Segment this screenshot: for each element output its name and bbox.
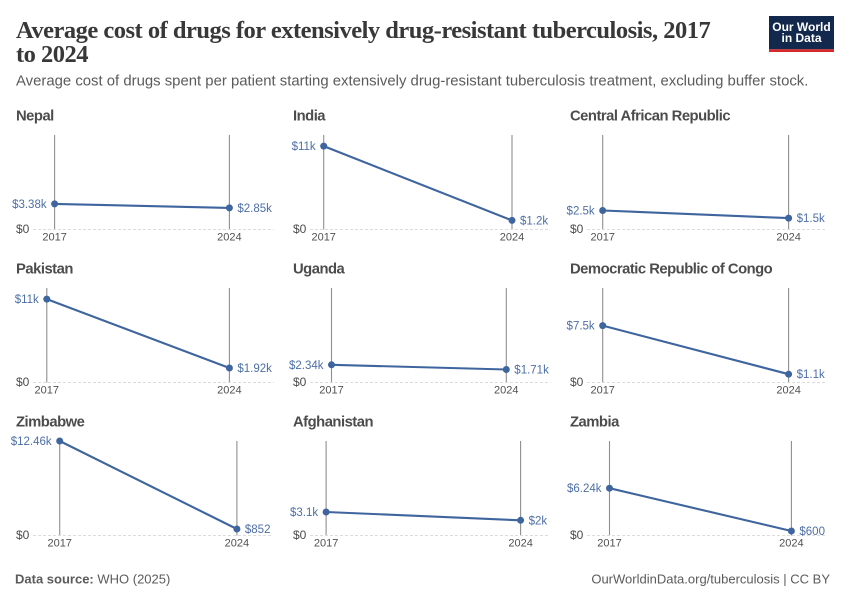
svg-text:2017: 2017 bbox=[590, 385, 614, 397]
svg-text:Our World: Our World bbox=[772, 20, 830, 34]
svg-text:$0: $0 bbox=[16, 528, 30, 542]
svg-text:$0: $0 bbox=[570, 528, 584, 542]
svg-text:in Data: in Data bbox=[781, 31, 821, 45]
svg-text:2017: 2017 bbox=[597, 538, 621, 550]
svg-text:Uganda: Uganda bbox=[293, 262, 346, 278]
svg-text:2024: 2024 bbox=[494, 385, 518, 397]
svg-text:$1.92k: $1.92k bbox=[237, 363, 272, 375]
svg-text:$0: $0 bbox=[570, 375, 584, 389]
svg-text:Data source: WHO (2025): Data source: WHO (2025) bbox=[15, 571, 170, 586]
svg-text:Average cost of drugs for exte: Average cost of drugs for extensively dr… bbox=[16, 17, 710, 44]
svg-text:$1.1k: $1.1k bbox=[797, 369, 825, 381]
svg-text:2024: 2024 bbox=[776, 385, 800, 397]
svg-text:2017: 2017 bbox=[42, 232, 66, 244]
svg-text:$0: $0 bbox=[16, 222, 30, 236]
svg-text:2024: 2024 bbox=[779, 538, 803, 550]
svg-text:$6.24k: $6.24k bbox=[567, 483, 602, 495]
svg-text:$2k: $2k bbox=[529, 515, 548, 527]
svg-text:$852: $852 bbox=[245, 524, 271, 536]
svg-text:$0: $0 bbox=[293, 222, 307, 236]
svg-text:2024: 2024 bbox=[217, 232, 241, 244]
svg-text:$0: $0 bbox=[16, 375, 30, 389]
svg-text:2017: 2017 bbox=[35, 385, 59, 397]
svg-text:2017: 2017 bbox=[311, 232, 335, 244]
svg-text:$7.5k: $7.5k bbox=[567, 321, 595, 333]
svg-text:2024: 2024 bbox=[217, 385, 241, 397]
svg-text:$2.85k: $2.85k bbox=[237, 203, 272, 215]
svg-text:$0: $0 bbox=[570, 222, 584, 236]
svg-text:2024: 2024 bbox=[500, 232, 524, 244]
svg-text:$0: $0 bbox=[293, 375, 307, 389]
svg-text:Afghanistan: Afghanistan bbox=[293, 415, 373, 431]
svg-text:2017: 2017 bbox=[319, 385, 343, 397]
svg-text:$0: $0 bbox=[293, 528, 307, 542]
svg-text:Pakistan: Pakistan bbox=[16, 262, 73, 278]
svg-text:$2.5k: $2.5k bbox=[567, 206, 595, 218]
svg-text:Average cost of drugs spent pe: Average cost of drugs spent per patient … bbox=[16, 73, 808, 89]
svg-text:Central African Republic: Central African Republic bbox=[570, 109, 730, 125]
svg-text:India: India bbox=[293, 109, 326, 125]
svg-text:$600: $600 bbox=[799, 526, 825, 538]
svg-text:2024: 2024 bbox=[508, 538, 532, 550]
svg-text:$1.5k: $1.5k bbox=[797, 213, 825, 225]
svg-text:2017: 2017 bbox=[47, 538, 71, 550]
svg-text:$11k: $11k bbox=[292, 141, 316, 153]
svg-text:OurWorldinData.org/tuberculosi: OurWorldinData.org/tuberculosis | CC BY bbox=[591, 571, 830, 586]
svg-text:$12.46k: $12.46k bbox=[11, 436, 52, 448]
svg-text:to 2024: to 2024 bbox=[16, 41, 88, 68]
svg-text:$3.38k: $3.38k bbox=[12, 199, 47, 211]
svg-text:$2.34k: $2.34k bbox=[289, 360, 324, 372]
svg-text:Zimbabwe: Zimbabwe bbox=[16, 415, 85, 431]
svg-text:Democratic Republic of Congo: Democratic Republic of Congo bbox=[570, 262, 773, 278]
svg-text:$1.2k: $1.2k bbox=[520, 215, 548, 227]
svg-text:Zambia: Zambia bbox=[570, 415, 620, 431]
svg-text:2024: 2024 bbox=[225, 538, 249, 550]
svg-text:$1.71k: $1.71k bbox=[514, 365, 549, 377]
svg-text:$11k: $11k bbox=[15, 294, 39, 306]
svg-text:2017: 2017 bbox=[314, 538, 338, 550]
svg-text:2024: 2024 bbox=[776, 232, 800, 244]
svg-text:Nepal: Nepal bbox=[16, 109, 54, 125]
svg-text:$3.1k: $3.1k bbox=[290, 507, 318, 519]
svg-text:2017: 2017 bbox=[590, 232, 614, 244]
